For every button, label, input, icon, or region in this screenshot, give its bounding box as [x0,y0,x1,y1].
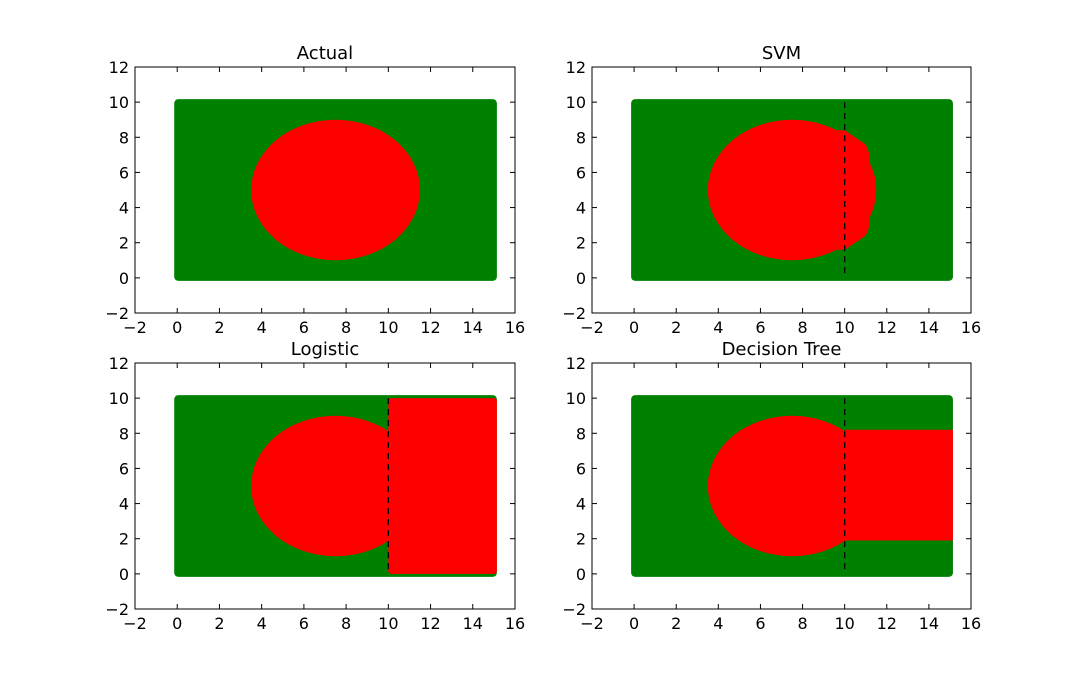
x-tick-label: 4 [713,614,723,633]
x-tick-label: 12 [420,318,440,337]
x-tick-label: 12 [420,614,440,633]
x-tick-label: 4 [257,318,267,337]
x-tick-label: 2 [671,318,681,337]
class-b-region [251,415,420,557]
y-tick-label: 10 [566,389,586,408]
y-tick-label: 8 [576,424,586,443]
y-tick-label: 2 [576,234,586,253]
plot-area [174,395,497,577]
plot-area [631,395,953,577]
x-tick-label: −2 [580,614,604,633]
x-tick-label: 4 [257,614,267,633]
plot-area [174,99,497,281]
y-tick-label: 0 [119,565,129,584]
class-b-region [707,415,877,557]
x-tick-label: −2 [580,318,604,337]
x-tick-label: 6 [755,614,765,633]
y-tick-label: 4 [576,199,586,218]
y-tick-label: 4 [119,199,129,218]
y-tick-label: 10 [109,93,129,112]
x-tick-label: 16 [505,318,525,337]
x-tick-label: 16 [961,318,981,337]
x-tick-label: 12 [877,614,897,633]
y-tick-label: 6 [119,459,129,478]
y-tick-label: −2 [562,600,586,619]
x-tick-label: 6 [755,318,765,337]
y-tick-label: 0 [119,269,129,288]
chart-panel-1: −2 0 2 4 6 8 10 12 14 16 −2 0 2 4 6 8 10 12 Actual [105,43,525,337]
x-tick-label: 6 [299,614,309,633]
y-tick-label: 0 [576,269,586,288]
x-tick-label: 10 [834,614,854,633]
y-tick-label: 12 [109,58,129,77]
x-tick-label: 14 [919,318,939,337]
y-tick-label: 12 [109,354,129,373]
x-tick-label: 0 [172,318,182,337]
x-tick-label: 2 [671,614,681,633]
chart-title: Actual [297,43,353,64]
y-tick-label: 8 [119,128,129,147]
chart-panel-4: −2 0 2 4 6 8 10 12 14 16 −2 0 2 4 6 8 10 12 Decision Tree [562,339,981,633]
chart-panel-2: −2 0 2 4 6 8 10 12 14 16 −2 0 2 4 6 8 10 12 SVM [562,43,981,337]
x-tick-label: 12 [877,318,897,337]
y-tick-label: −2 [105,304,129,323]
y-tick-label: 10 [109,389,129,408]
y-tick-label: −2 [562,304,586,323]
class-b-region [251,119,420,261]
y-tick-label: −2 [105,600,129,619]
x-tick-label: 16 [505,614,525,633]
y-tick-label: 12 [566,58,586,77]
chart-title: Decision Tree [722,339,842,360]
y-tick-label: 0 [576,565,586,584]
x-tick-label: 14 [919,614,939,633]
chart-title: SVM [762,43,801,64]
x-tick-label: 8 [341,614,351,633]
y-tick-label: 6 [576,459,586,478]
class-b-predicted-region [388,398,497,574]
axes-frame [134,66,516,314]
axes-frame [134,362,516,610]
y-tick-label: 6 [576,163,586,182]
x-tick-label: 14 [463,318,483,337]
x-tick-label: 10 [834,318,854,337]
x-tick-label: 10 [378,318,398,337]
chart-title: Logistic [291,339,359,360]
y-tick-label: 8 [576,128,586,147]
x-tick-label: 4 [713,318,723,337]
x-tick-label: 10 [378,614,398,633]
y-tick-label: 6 [119,163,129,182]
chart-panel-3: −2 0 2 4 6 8 10 12 14 16 −2 0 2 4 6 8 10 12 Logistic [105,339,525,633]
x-tick-label: 2 [214,318,224,337]
x-tick-label: 8 [797,318,807,337]
x-tick-label: 16 [961,614,981,633]
class-b-predicted-region [844,429,953,541]
plot-area [631,99,953,281]
x-tick-label: 0 [172,614,182,633]
x-tick-label: 0 [629,318,639,337]
class-b-predicted-region [792,130,875,250]
y-tick-label: 10 [566,93,586,112]
x-tick-label: 8 [797,614,807,633]
x-tick-label: 6 [299,318,309,337]
x-tick-label: 8 [341,318,351,337]
y-tick-label: 2 [576,530,586,549]
x-tick-label: 0 [629,614,639,633]
axes-frame [591,362,972,610]
y-tick-label: 2 [119,234,129,253]
y-tick-label: 4 [119,495,129,514]
x-tick-label: 14 [463,614,483,633]
x-tick-label: −2 [123,318,147,337]
axes-frame [591,66,972,314]
x-tick-label: 2 [214,614,224,633]
y-tick-label: 4 [576,495,586,514]
y-tick-label: 2 [119,530,129,549]
x-tick-label: −2 [123,614,147,633]
y-tick-label: 8 [119,424,129,443]
y-tick-label: 12 [566,354,586,373]
